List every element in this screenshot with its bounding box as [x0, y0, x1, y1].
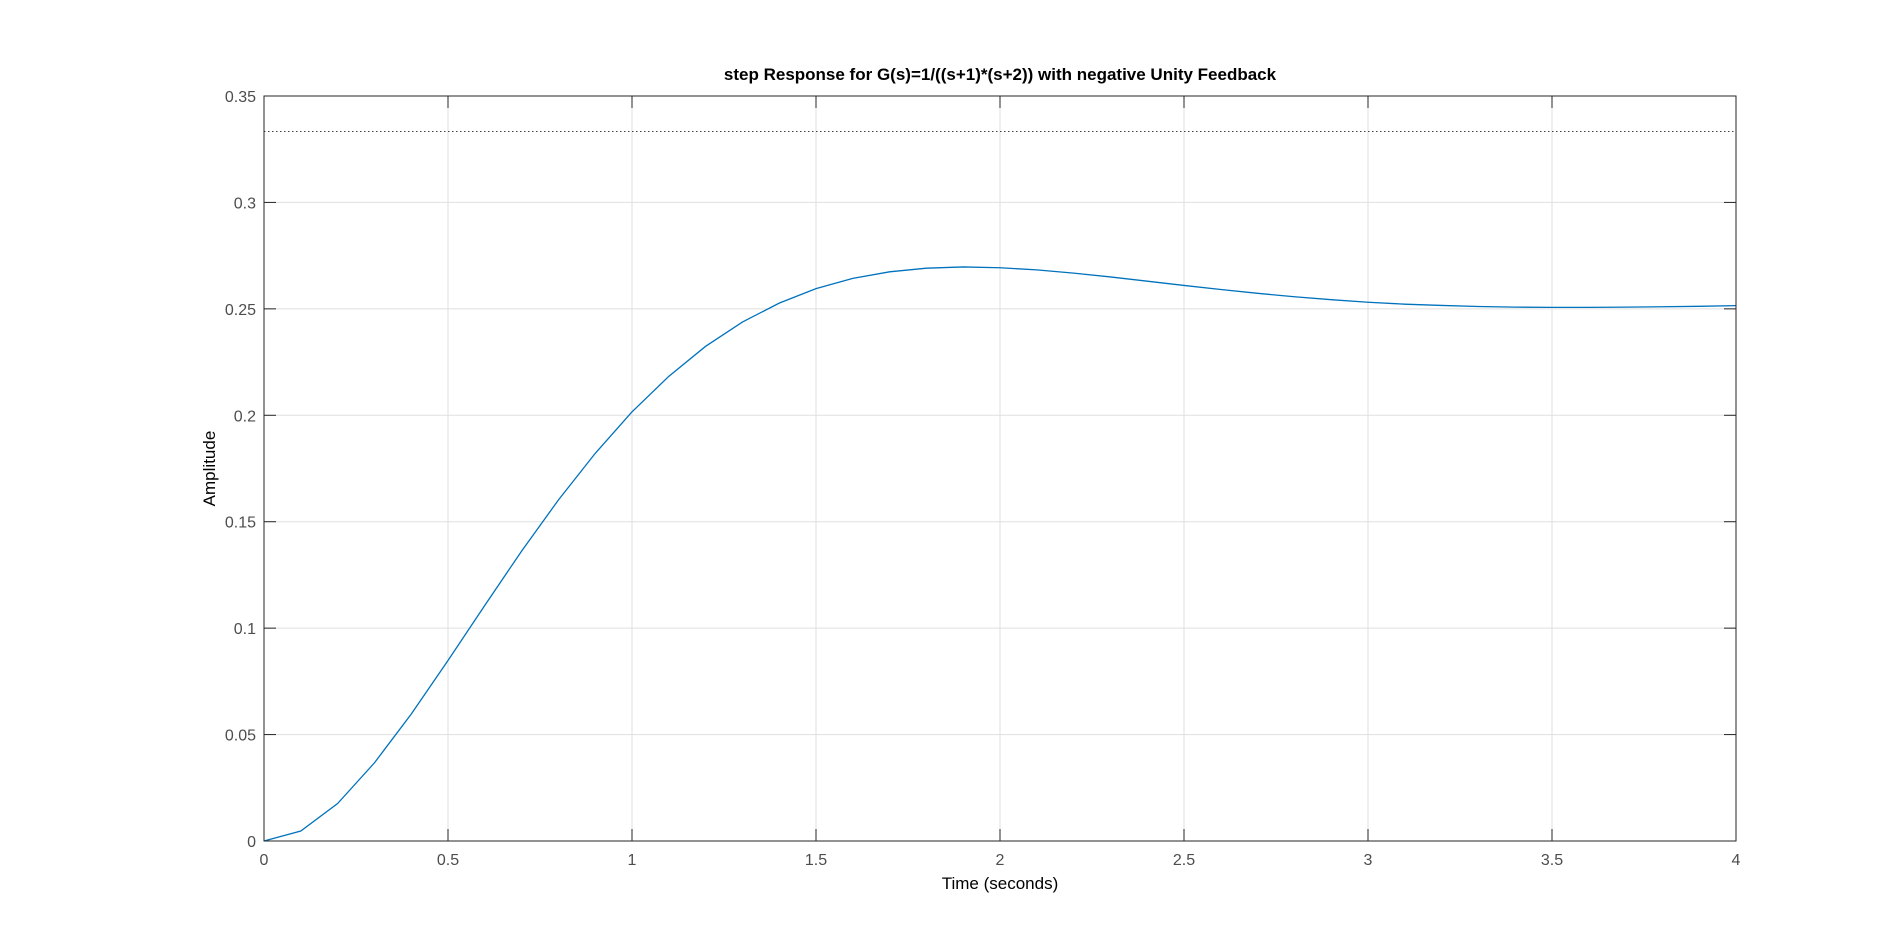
- chart-title: step Response for G(s)=1/((s+1)*(s+2)) w…: [724, 65, 1277, 84]
- x-tick-labels: 0 0.5 1 1.5 2 2.5 3 3.5 4: [260, 852, 1741, 869]
- tick-marks: [263, 95, 1737, 842]
- x-axis-label: Time (seconds): [942, 874, 1059, 893]
- y-tick-labels: 0 0.05 0.1 0.15 0.2 0.25 0.3 0.35: [225, 89, 256, 851]
- x-tick-label: 2: [996, 852, 1005, 869]
- x-tick-label: 1: [628, 852, 637, 869]
- x-tick-label: 1.5: [805, 852, 827, 869]
- x-tick-label: 4: [1732, 852, 1741, 869]
- y-tick-label: 0.25: [225, 302, 256, 319]
- y-tick-label: 0.1: [234, 621, 256, 638]
- x-tick-label: 0.5: [437, 852, 459, 869]
- y-tick-label: 0.3: [234, 195, 256, 212]
- x-tick-label: 3: [1364, 852, 1373, 869]
- y-tick-label: 0.2: [234, 408, 256, 425]
- y-tick-label: 0: [247, 834, 256, 851]
- x-tick-label: 2.5: [1173, 852, 1195, 869]
- y-tick-label: 0.05: [225, 728, 256, 745]
- y-tick-label: 0.15: [225, 515, 256, 532]
- y-tick-label: 0.35: [225, 89, 256, 106]
- y-axis-label: Amplitude: [200, 431, 219, 507]
- series-line: [263, 266, 1737, 842]
- x-tick-label: 0: [260, 852, 269, 869]
- x-tick-label: 3.5: [1541, 852, 1563, 869]
